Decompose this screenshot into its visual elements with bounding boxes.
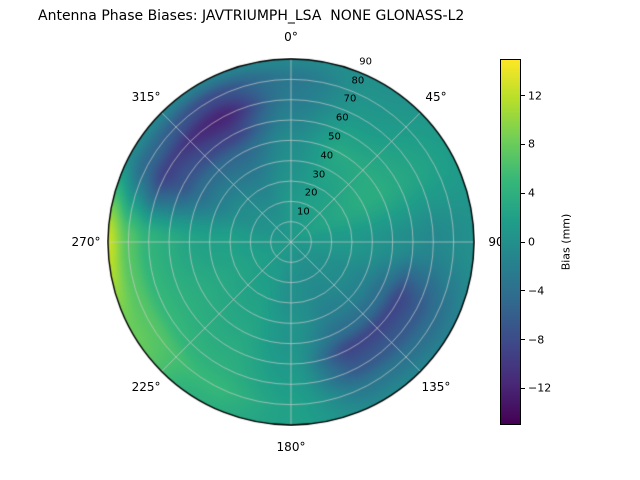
colorbar-label: Bias (mm) (559, 213, 573, 271)
angle-label-270: 270° (71, 235, 101, 249)
colorbar-tick-label: −4 (528, 284, 545, 298)
colorbar-tick-mark (521, 241, 525, 243)
radial-tick-label-10: 10 (296, 206, 310, 218)
radial-tick-label-70: 70 (343, 93, 357, 105)
angle-label-225: 225° (131, 379, 161, 394)
radial-tick-label-40: 40 (320, 150, 334, 162)
radial-tick-label-20: 20 (304, 187, 318, 199)
colorbar-tick-mark (521, 339, 525, 341)
polar-heatmap (107, 58, 475, 426)
colorbar-tick-mark (521, 192, 525, 194)
radial-tick-label-60: 60 (335, 112, 349, 124)
colorbar-tick-mark (521, 290, 525, 292)
colorbar-tick-mark (521, 387, 525, 389)
angle-label-90: 90 (488, 235, 504, 249)
colorbar (500, 59, 521, 425)
radial-tick-label-90: 90 (359, 56, 372, 68)
angle-label-315: 315° (131, 90, 161, 105)
angle-label-180: 180° (276, 440, 306, 454)
colorbar-tick-label: 4 (528, 186, 535, 200)
colorbar-tick-label: 8 (528, 137, 535, 151)
angle-label-0: 0° (284, 30, 298, 44)
radial-tick-label-30: 30 (312, 169, 326, 181)
colorbar-tick-label: −8 (528, 333, 545, 347)
radial-tick-label-80: 80 (351, 75, 365, 87)
colorbar-tick-label: 0 (528, 235, 535, 249)
chart-title: Antenna Phase Biases: JAVTRIUMPH_LSA NON… (38, 8, 465, 24)
angle-label-135: 135° (421, 379, 451, 394)
colorbar-tick-mark (521, 143, 525, 145)
angle-label-45: 45° (425, 90, 447, 105)
radial-tick-label-50: 50 (328, 131, 341, 143)
colorbar-tick-mark (521, 95, 525, 97)
colorbar-tick-label: 12 (528, 89, 542, 103)
colorbar-tick-label: −12 (528, 381, 552, 395)
